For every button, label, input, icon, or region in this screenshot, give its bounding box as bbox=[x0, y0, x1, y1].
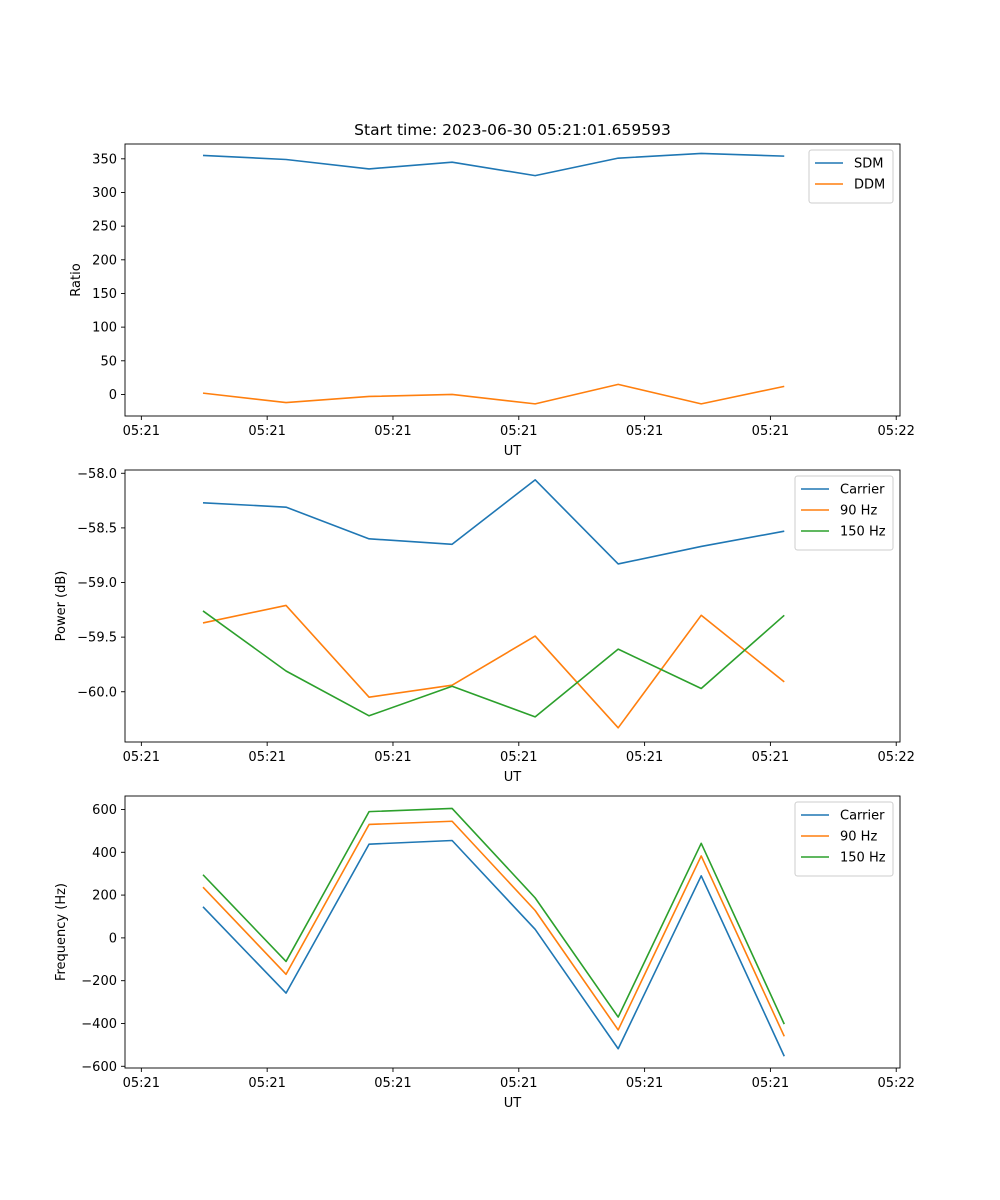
x-tick-label: 05:21 bbox=[374, 1076, 411, 1091]
x-tick-label: 05:22 bbox=[877, 424, 914, 439]
legend-entry: 90 Hz bbox=[840, 830, 877, 845]
series-line-carrier bbox=[202, 479, 785, 565]
x-tick-label: 05:21 bbox=[752, 1076, 789, 1091]
x-tick-label: 05:22 bbox=[877, 750, 914, 765]
legend: Carrier 90 Hz 150 Hz bbox=[794, 801, 894, 877]
y-tick-label: 0 bbox=[109, 931, 117, 946]
axes-frame bbox=[124, 143, 901, 417]
legend: Carrier 90 Hz 150 Hz bbox=[794, 475, 894, 551]
x-tick-label: 05:21 bbox=[123, 750, 160, 765]
y-tick-label: −58.5 bbox=[77, 521, 117, 536]
chart-panel-3: 05:21 05:21 05:21 05:21 05:21 05:21 05:22 −600 −… bbox=[54, 795, 915, 1111]
x-axis-label: UT bbox=[504, 444, 522, 459]
x-tick-label: 05:21 bbox=[374, 750, 411, 765]
y-tick-label: −600 bbox=[81, 1060, 117, 1075]
legend: SDM DDM bbox=[808, 149, 894, 204]
chart-panel-2: 05:21 05:21 05:21 05:21 05:21 05:21 05:22 −58.0… bbox=[54, 467, 915, 785]
legend-entry: 150 Hz bbox=[840, 525, 886, 540]
x-tick-label: 05:21 bbox=[248, 1076, 285, 1091]
x-tick-label: 05:21 bbox=[626, 424, 663, 439]
x-tick-label: 05:21 bbox=[500, 750, 537, 765]
axes-frame bbox=[124, 795, 901, 1069]
y-tick-label: 0 bbox=[109, 388, 117, 403]
y-axis-label: Power (dB) bbox=[54, 571, 69, 642]
y-tick-label: 600 bbox=[92, 803, 117, 818]
series-line-carrier bbox=[202, 839, 785, 1057]
series-line-90-hz bbox=[202, 604, 785, 729]
x-tick-label: 05:21 bbox=[752, 750, 789, 765]
y-tick-label: −58.0 bbox=[77, 467, 117, 482]
x-tick-label: 05:21 bbox=[248, 424, 285, 439]
y-tick-label: 150 bbox=[92, 287, 117, 302]
x-tick-label: 05:21 bbox=[626, 750, 663, 765]
x-tick-label: 05:21 bbox=[374, 424, 411, 439]
y-tick-label: 250 bbox=[92, 220, 117, 235]
x-tick-label: 05:21 bbox=[123, 1076, 160, 1091]
axes-frame bbox=[124, 469, 901, 743]
series-line-150-hz bbox=[202, 807, 785, 1025]
legend-entry: Carrier bbox=[840, 809, 885, 824]
series-line-90-hz bbox=[202, 820, 785, 1037]
x-tick-label: 05:22 bbox=[877, 1076, 914, 1091]
y-tick-label: 50 bbox=[100, 354, 117, 369]
series-line-sdm bbox=[202, 152, 785, 177]
x-tick-label: 05:21 bbox=[248, 750, 285, 765]
y-tick-label: 350 bbox=[92, 152, 117, 167]
x-tick-label: 05:21 bbox=[626, 1076, 663, 1091]
y-tick-label: 200 bbox=[92, 889, 117, 904]
y-tick-label: −400 bbox=[81, 1017, 117, 1032]
chart-panel-1: Start time: 2023-06-30 05:21:01.65959305… bbox=[69, 121, 915, 459]
x-axis-label: UT bbox=[504, 770, 522, 785]
legend-entry: Carrier bbox=[840, 483, 885, 498]
legend-entry: DDM bbox=[854, 178, 885, 193]
y-tick-label: 200 bbox=[92, 253, 117, 268]
chart-title: Start time: 2023-06-30 05:21:01.659593 bbox=[354, 121, 671, 139]
series-line-ddm bbox=[202, 383, 785, 405]
x-tick-label: 05:21 bbox=[500, 1076, 537, 1091]
y-axis-label: Frequency (Hz) bbox=[54, 883, 69, 981]
legend-entry: 150 Hz bbox=[840, 851, 886, 866]
legend-entry: 90 Hz bbox=[840, 504, 877, 519]
x-tick-label: 05:21 bbox=[752, 424, 789, 439]
y-tick-label: 300 bbox=[92, 186, 117, 201]
y-tick-label: 400 bbox=[92, 846, 117, 861]
y-tick-label: −200 bbox=[81, 974, 117, 989]
x-tick-label: 05:21 bbox=[123, 424, 160, 439]
y-tick-label: −60.0 bbox=[77, 685, 117, 700]
y-tick-label: −59.5 bbox=[77, 631, 117, 646]
x-axis-label: UT bbox=[504, 1096, 522, 1111]
y-tick-label: 100 bbox=[92, 321, 117, 336]
y-axis-label: Ratio bbox=[69, 263, 84, 296]
series-line-150-hz bbox=[202, 610, 785, 718]
legend-entry: SDM bbox=[854, 157, 883, 172]
x-tick-label: 05:21 bbox=[500, 424, 537, 439]
y-tick-label: −59.0 bbox=[77, 576, 117, 591]
